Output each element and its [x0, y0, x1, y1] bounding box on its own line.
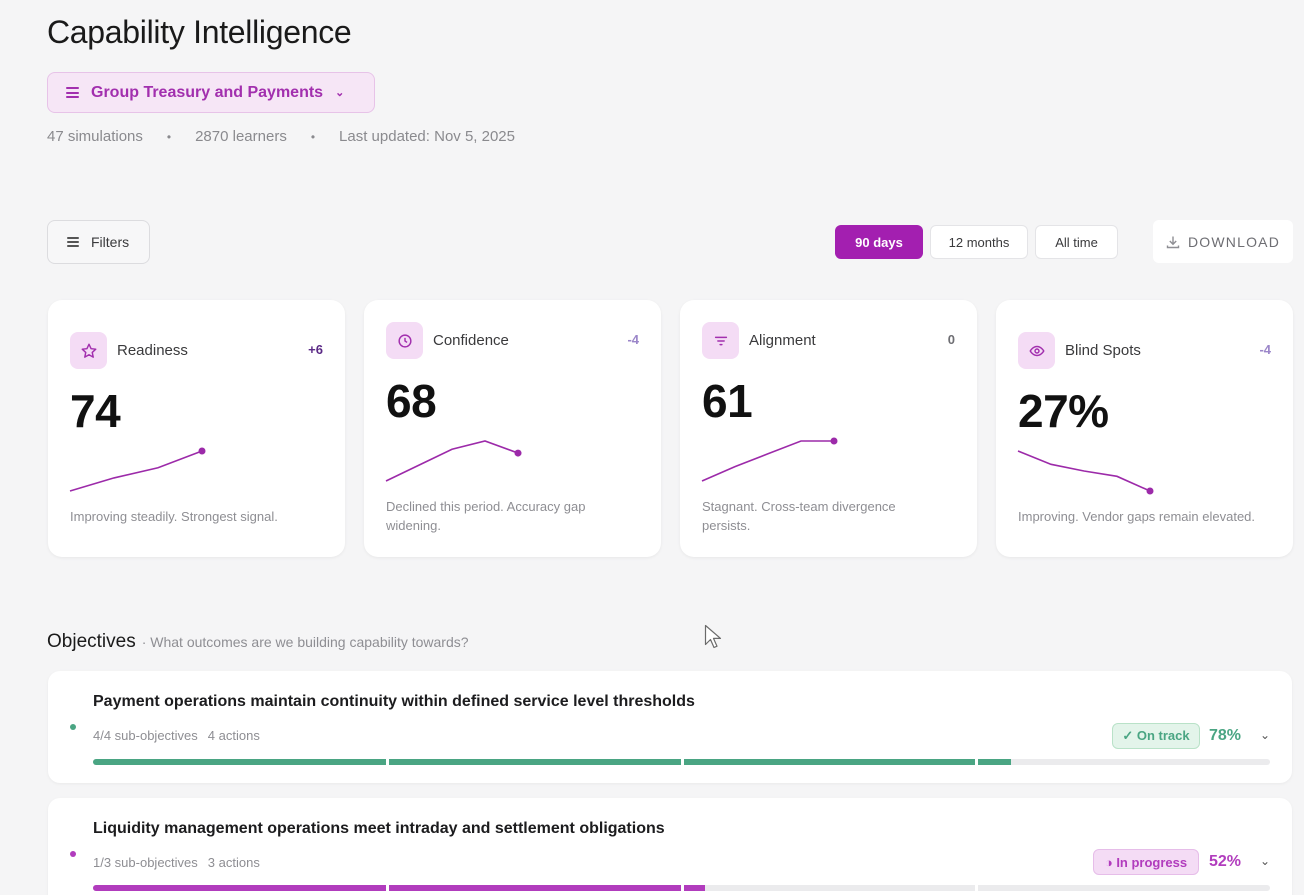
- metric-card-confidence[interactable]: Confidence -4 68 Declined this period. A…: [364, 300, 661, 557]
- progress-segment-divider: [386, 885, 390, 891]
- status-badge: ✓ On track: [1112, 723, 1200, 749]
- chevron-down-icon[interactable]: ⌄: [1259, 728, 1270, 742]
- progress-fill: [93, 759, 1012, 765]
- sparkline: [701, 437, 838, 482]
- range-12-months-button[interactable]: 12 months: [930, 225, 1028, 259]
- objective-meta: 4/4 sub-objectives 4 actions: [93, 728, 260, 743]
- metric-delta: 0: [947, 332, 955, 347]
- sparkline: [385, 440, 522, 482]
- page-title: Capability Intelligence: [47, 14, 352, 50]
- metric-delta: -4: [627, 332, 639, 347]
- clock-icon: [386, 322, 423, 359]
- objective-meta: 1/3 sub-objectives 3 actions: [93, 855, 260, 870]
- progress-segment-divider: [680, 885, 684, 891]
- metric-value: 68: [386, 375, 437, 427]
- progress-segment-divider: [680, 759, 684, 765]
- sparkline-endpoint: [1146, 487, 1154, 495]
- sub-objectives-count: 4/4 sub-objectives: [93, 728, 198, 743]
- sparkline-path: [69, 450, 203, 492]
- actions-count: 3 actions: [207, 855, 260, 870]
- separator-dot: •: [166, 129, 172, 144]
- objectives-header: Objectives · What outcomes are we buildi…: [47, 631, 469, 653]
- mouse-cursor-icon: [704, 624, 722, 649]
- metric-description: Stagnant. Cross-team divergence persists…: [702, 499, 896, 533]
- metric-value: 61: [702, 375, 753, 427]
- objective-card[interactable]: Payment operations maintain continuity w…: [48, 671, 1292, 783]
- metric-card-blind-spots[interactable]: Blind Spots -4 27% Improving. Vendor gap…: [996, 300, 1293, 557]
- simulations-count: 47 simulations: [47, 128, 143, 145]
- download-icon: [1166, 236, 1180, 248]
- metric-label: Blind Spots: [1065, 342, 1141, 359]
- metric-card-readiness[interactable]: Readiness +6 74 Improving steadily. Stro…: [48, 300, 345, 557]
- range-90-days-button[interactable]: 90 days: [835, 225, 923, 259]
- metric-value: 74: [70, 385, 121, 437]
- sparkline-path: [385, 440, 519, 482]
- learners-count: 2870 learners: [195, 128, 287, 145]
- metric-delta: +6: [308, 342, 323, 357]
- sparkline-endpoint: [514, 449, 522, 457]
- last-updated: Last updated: Nov 5, 2025: [339, 128, 515, 145]
- download-button[interactable]: DOWNLOAD: [1153, 220, 1293, 263]
- metric-description: Improving steadily. Strongest signal.: [70, 509, 278, 524]
- progress-segment-divider: [386, 759, 390, 765]
- metric-description: Declined this period. Accuracy gap widen…: [386, 499, 586, 533]
- page-meta: 47 simulations • 2870 learners • Last up…: [47, 128, 515, 145]
- actions-count: 4 actions: [207, 728, 260, 743]
- progress-bar: [93, 759, 1270, 765]
- chevron-down-icon: ⌄: [335, 87, 345, 99]
- objectives-title: Objectives: [47, 631, 136, 652]
- sparkline-path: [701, 440, 834, 482]
- progress-bar: [93, 885, 1270, 891]
- metric-description: Improving. Vendor gaps remain elevated.: [1018, 509, 1256, 524]
- sparkline: [69, 447, 206, 492]
- chevron-down-icon[interactable]: ⌄: [1259, 854, 1270, 868]
- metric-value: 27%: [1018, 385, 1109, 437]
- progress-segment-divider: [974, 885, 978, 891]
- group-select-dropdown[interactable]: Group Treasury and Payments ⌄: [47, 72, 375, 113]
- menu-lines-icon: [66, 87, 79, 98]
- group-select-label: Group Treasury and Payments: [91, 83, 324, 101]
- filter-lines-icon: [67, 237, 79, 247]
- objectives-subtitle: · What outcomes are we building capabili…: [141, 634, 469, 650]
- range-all-time-button[interactable]: All time: [1035, 225, 1118, 259]
- separator-dot: •: [310, 129, 316, 144]
- objective-card[interactable]: Liquidity management operations meet int…: [48, 798, 1292, 895]
- progress-segment-divider: [974, 759, 978, 765]
- status-dot: [70, 851, 76, 857]
- filter-icon: [702, 322, 739, 359]
- metric-label: Alignment: [749, 332, 816, 349]
- filters-button[interactable]: Filters: [47, 220, 150, 264]
- status-dot: [70, 724, 76, 730]
- sparkline-endpoint: [198, 447, 206, 455]
- star-icon: [70, 332, 107, 369]
- metric-card-alignment[interactable]: Alignment 0 61 Stagnant. Cross-team dive…: [680, 300, 977, 557]
- sparkline-path: [1017, 450, 1151, 492]
- download-label: DOWNLOAD: [1187, 233, 1281, 250]
- objective-title: Payment operations maintain continuity w…: [93, 693, 695, 710]
- sub-objectives-count: 1/3 sub-objectives: [93, 855, 198, 870]
- filters-label: Filters: [91, 234, 130, 250]
- metric-delta: -4: [1259, 342, 1271, 357]
- status-badge: ◑ In progress: [1093, 849, 1199, 875]
- eye-icon: [1018, 332, 1055, 369]
- progress-fill: [93, 885, 706, 891]
- progress-percent: 52%: [1209, 853, 1242, 870]
- metric-label: Confidence: [433, 332, 509, 349]
- progress-percent: 78%: [1209, 727, 1242, 744]
- sparkline-endpoint: [830, 437, 838, 445]
- metric-label: Readiness: [117, 342, 188, 359]
- sparkline: [1017, 450, 1154, 495]
- objective-title: Liquidity management operations meet int…: [93, 820, 665, 837]
